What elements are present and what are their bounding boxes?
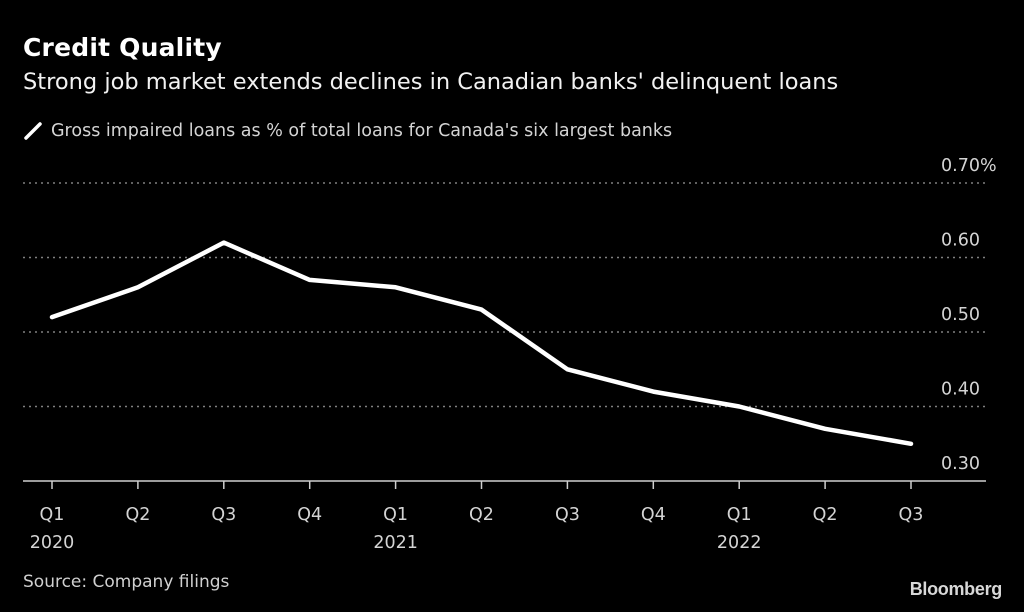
series-line <box>49 240 914 447</box>
y-tick-label: 0.40 <box>941 380 980 400</box>
legend-label: Gross impaired loans as % of total loans… <box>51 121 673 141</box>
x-tick-label: Q2 <box>125 505 150 525</box>
x-tick-label: Q4 <box>297 505 322 525</box>
x-year-label: 2020 <box>30 533 75 553</box>
source-note: Source: Company filings <box>23 572 230 592</box>
chart-title: Credit Quality <box>23 33 222 62</box>
y-tick-label: 0.30 <box>941 454 980 474</box>
x-year-label: 2021 <box>373 533 418 553</box>
chart-subtitle: Strong job market extends declines in Ca… <box>23 69 839 95</box>
gridlines <box>23 182 988 408</box>
x-tick-label: Q3 <box>555 505 580 525</box>
x-tick-label: Q1 <box>40 505 65 525</box>
x-tick-label: Q3 <box>899 505 924 525</box>
y-tick-label: 0.70% <box>941 156 997 176</box>
y-tick-label: 0.60 <box>941 231 980 251</box>
series-line-group <box>49 240 914 447</box>
x-tick-label: Q4 <box>641 505 666 525</box>
legend: Gross impaired loans as % of total loans… <box>23 121 672 141</box>
x-tick-label: Q1 <box>727 505 752 525</box>
line-swatch-icon <box>24 122 42 140</box>
x-tick-label: Q3 <box>211 505 236 525</box>
x-tick-label: Q2 <box>469 505 494 525</box>
x-axis: Q1 2020 Q2 Q3 Q4 Q1 2021 Q2 Q3 Q4 Q1 2022 Q2 Q3 <box>23 480 986 553</box>
x-tick-label: Q2 <box>813 505 838 525</box>
x-year-label: 2022 <box>717 533 762 553</box>
y-axis-labels: 0.30 0.40 0.50 0.60 0.70% <box>941 156 997 474</box>
bloomberg-logo: Bloomberg <box>909 579 1003 599</box>
y-tick-label: 0.50 <box>941 305 980 325</box>
x-tick-label: Q1 <box>383 505 408 525</box>
